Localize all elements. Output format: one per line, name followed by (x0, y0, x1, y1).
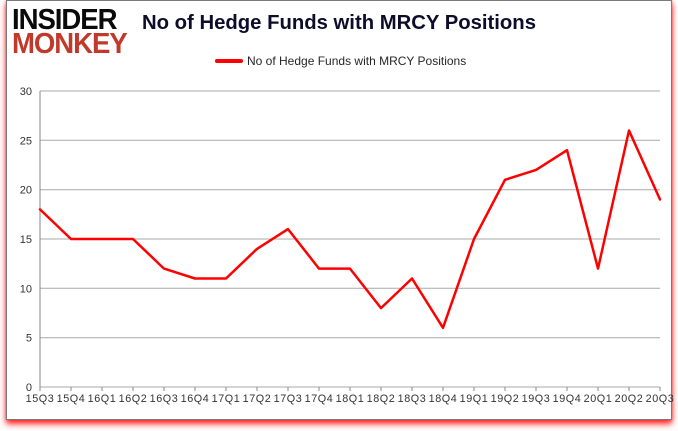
svg-text:17Q4: 17Q4 (305, 393, 334, 405)
svg-text:18Q1: 18Q1 (336, 393, 365, 405)
svg-text:19Q1: 19Q1 (460, 393, 489, 405)
svg-text:16Q2: 16Q2 (119, 393, 148, 405)
svg-text:17Q3: 17Q3 (274, 393, 303, 405)
svg-text:5: 5 (26, 333, 32, 345)
svg-text:16Q3: 16Q3 (150, 393, 179, 405)
svg-text:18Q4: 18Q4 (429, 393, 458, 405)
svg-text:18Q3: 18Q3 (398, 393, 427, 405)
svg-text:19Q3: 19Q3 (522, 393, 551, 405)
svg-text:20: 20 (20, 185, 32, 197)
svg-text:20Q2: 20Q2 (615, 393, 644, 405)
svg-text:30: 30 (20, 86, 32, 98)
svg-text:10: 10 (20, 283, 32, 295)
svg-text:20Q1: 20Q1 (584, 393, 613, 405)
svg-text:15Q4: 15Q4 (57, 393, 86, 405)
svg-text:19Q4: 19Q4 (553, 393, 582, 405)
svg-text:15Q3: 15Q3 (26, 393, 55, 405)
svg-text:19Q2: 19Q2 (491, 393, 520, 405)
svg-text:16Q1: 16Q1 (88, 393, 117, 405)
svg-text:20Q3: 20Q3 (646, 393, 675, 405)
svg-text:17Q2: 17Q2 (243, 393, 272, 405)
svg-text:17Q1: 17Q1 (212, 393, 241, 405)
svg-text:18Q2: 18Q2 (367, 393, 396, 405)
svg-text:15: 15 (20, 234, 32, 246)
svg-text:16Q4: 16Q4 (181, 393, 210, 405)
svg-text:25: 25 (20, 135, 32, 147)
